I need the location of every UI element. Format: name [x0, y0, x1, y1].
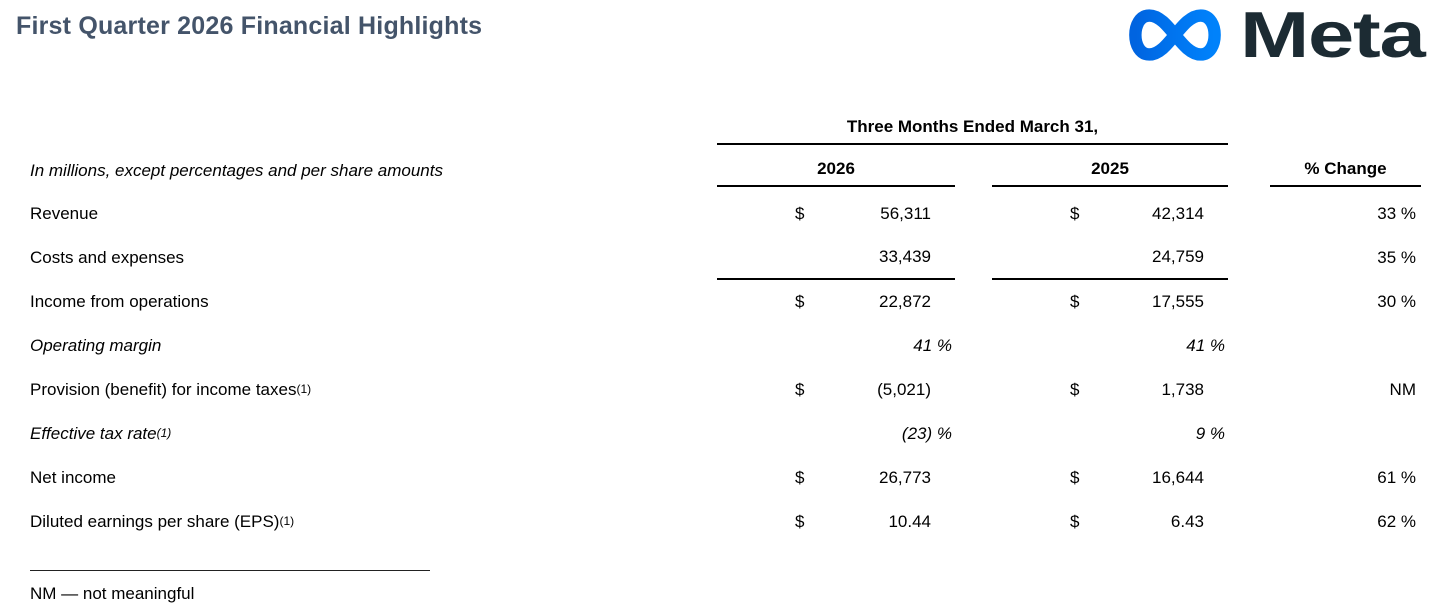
- meta-wordmark: Meta: [1240, 0, 1426, 71]
- row-label-text: Diluted earnings per share (EPS): [30, 512, 280, 531]
- dollar-sign: $: [795, 380, 805, 399]
- table-row: Costs and expenses 33,439 24,759 35 %: [30, 236, 1421, 280]
- value-2026: 41 %: [913, 336, 952, 355]
- meta-logo: Meta: [1118, 2, 1426, 68]
- value-2026: $56,311: [717, 192, 955, 236]
- amount: 17,555: [1152, 292, 1204, 311]
- value-2025: $17,555: [992, 280, 1228, 324]
- financial-table: Three Months Ended March 31, In millions…: [30, 105, 1421, 544]
- row-label: Provision (benefit) for income taxes (1): [30, 380, 312, 399]
- amount: 42,314: [1152, 204, 1204, 223]
- value-2026: (23) %: [901, 424, 952, 443]
- amount: 16,644: [1152, 468, 1204, 487]
- table-row: Income from operations $22,872 $17,555 30 %: [30, 280, 1421, 324]
- value-2025: $42,314: [992, 192, 1228, 236]
- amount: 22,872: [879, 292, 931, 311]
- footnote-divider: [30, 570, 430, 571]
- meta-infinity-icon: [1118, 4, 1232, 66]
- footnote: NM — not meaningful: [30, 570, 530, 604]
- table-row: Operating margin 41 % 41 %: [30, 324, 1421, 368]
- value-2026: $ (5,021): [717, 368, 955, 412]
- amount: 26,773: [879, 468, 931, 487]
- amount: 56,311: [880, 204, 931, 223]
- amount: 10.44: [888, 512, 931, 531]
- change-value: [1270, 412, 1421, 456]
- table-row: Diluted earnings per share (EPS) (1) $10.4…: [30, 500, 1421, 544]
- dollar-sign: $: [795, 512, 805, 531]
- row-label-text: Net income: [30, 468, 116, 487]
- table-note: In millions, except percentages and per …: [30, 161, 443, 180]
- table-row: Revenue $56,311 $42,314 33 %: [30, 192, 1421, 236]
- value-2025: $1,738: [992, 368, 1228, 412]
- col-header-2026: 2026: [717, 145, 955, 187]
- dollar-sign: $: [1070, 468, 1080, 487]
- footnote-text: NM — not meaningful: [30, 584, 195, 603]
- value-2025: 24,759: [992, 236, 1228, 280]
- row-label: Diluted earnings per share (EPS) (1): [30, 512, 295, 531]
- change-value: 30 %: [1377, 292, 1416, 311]
- table-row: Net income $26,773 $16,644 61 %: [30, 456, 1421, 500]
- change-value: 62 %: [1377, 512, 1416, 531]
- row-label: Costs and expenses: [30, 236, 717, 280]
- change-value: 35 %: [1377, 248, 1416, 267]
- row-label-text: Operating margin: [30, 336, 162, 355]
- amount: 33,439: [879, 247, 931, 266]
- col-header-pct-change: % Change: [1270, 145, 1421, 187]
- row-label: Effective tax rate (1): [30, 424, 172, 443]
- value-2025: 9 %: [1195, 424, 1225, 443]
- value-2026: $26,773: [717, 456, 955, 500]
- value-2025: $6.43: [992, 500, 1228, 544]
- dollar-sign: $: [1070, 512, 1080, 531]
- table-period-header-row: Three Months Ended March 31,: [30, 105, 1421, 145]
- change-value: NM: [1389, 380, 1416, 399]
- value-2026: $10.44: [717, 500, 955, 544]
- amount: 24,759: [1152, 247, 1204, 266]
- amount: (5,021): [877, 380, 931, 399]
- dollar-sign: $: [1070, 204, 1080, 223]
- row-label: Operating margin: [30, 324, 717, 368]
- value-2026: $22,872: [717, 280, 955, 324]
- row-label: Income from operations: [30, 280, 717, 324]
- row-label: Net income: [30, 456, 717, 500]
- table-body: Revenue $56,311 $42,314 33 % Costs and expen…: [30, 187, 1421, 544]
- row-label-text: Provision (benefit) for income taxes: [30, 380, 297, 399]
- dollar-sign: $: [795, 292, 805, 311]
- dollar-sign: $: [1070, 292, 1080, 311]
- row-label-text: Costs and expenses: [30, 248, 185, 267]
- table-column-header-row: In millions, except percentages and per …: [30, 145, 1421, 187]
- value-2026: 33,439: [717, 236, 955, 280]
- dollar-sign: $: [795, 204, 805, 223]
- dollar-sign: $: [1070, 380, 1080, 399]
- value-2025: 41 %: [1186, 336, 1225, 355]
- row-label-text: Revenue: [30, 204, 99, 223]
- period-header: Three Months Ended March 31,: [717, 105, 1228, 145]
- change-value: 61 %: [1377, 468, 1416, 487]
- row-label-text: Effective tax rate: [30, 424, 157, 443]
- dollar-sign: $: [795, 468, 805, 487]
- table-row: Provision (benefit) for income taxes (1) $…: [30, 368, 1421, 412]
- col-header-2025: 2025: [992, 145, 1228, 187]
- value-2025: $16,644: [992, 456, 1228, 500]
- change-value: [1270, 324, 1421, 368]
- amount: 6.43: [1170, 512, 1204, 531]
- row-label: Revenue: [30, 192, 717, 236]
- change-value: 33 %: [1377, 204, 1416, 223]
- table-row: Effective tax rate (1) (23) % 9 %: [30, 412, 1421, 456]
- amount: 1,738: [1161, 380, 1204, 399]
- page-title: First Quarter 2026 Financial Highlights: [16, 12, 483, 40]
- row-label-text: Income from operations: [30, 292, 209, 311]
